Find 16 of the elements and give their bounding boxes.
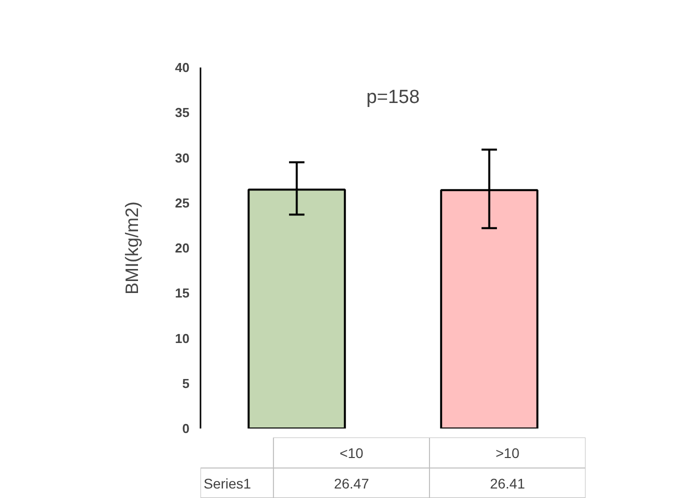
x-tick-label: <10 — [340, 444, 364, 461]
y-tick-label: 25 — [175, 195, 190, 210]
y-tick-label: 10 — [175, 330, 190, 346]
text: Series1 — [204, 475, 252, 492]
y-axis-title: BMI(kg/m2) — [122, 201, 142, 295]
y-tick-label: 0 — [182, 421, 190, 436]
y-tick-label: 5 — [182, 376, 190, 391]
data-label: 26.41 — [490, 475, 526, 492]
x-tick-label: >10 — [496, 444, 520, 461]
y-tick-label: 15 — [175, 286, 190, 301]
y-tick-label: 20 — [175, 240, 190, 256]
y-tick-label: 35 — [175, 105, 190, 120]
y-tick-label: 30 — [175, 150, 190, 166]
y-tick-label: 40 — [175, 60, 190, 75]
annotation: p=158 — [366, 87, 420, 108]
data-label: 26.47 — [334, 475, 370, 492]
